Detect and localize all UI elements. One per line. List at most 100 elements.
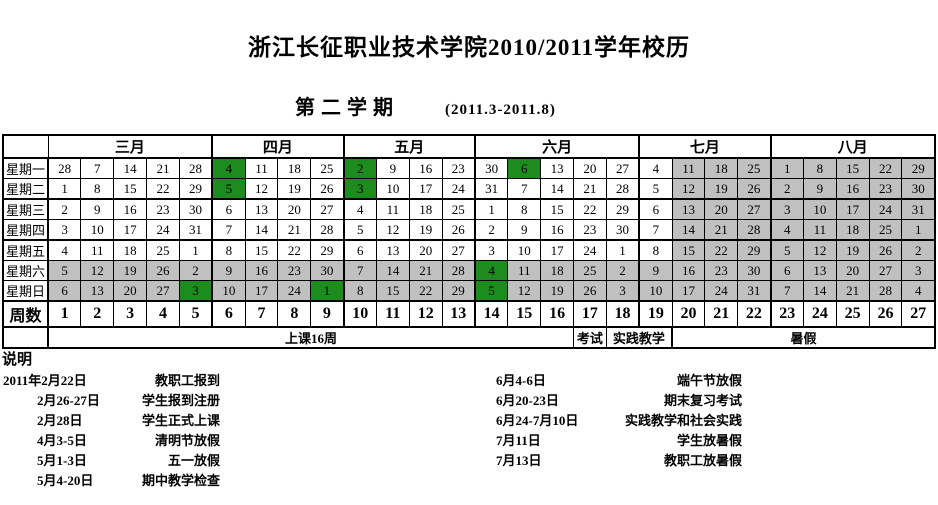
day-cell: 26 xyxy=(868,239,903,261)
week-number-cell: 20 xyxy=(671,300,706,328)
section-cell: 暑假 xyxy=(671,326,936,349)
day-cell: 18 xyxy=(704,157,739,179)
day-cell: 3 xyxy=(178,280,214,302)
day-cell: 18 xyxy=(835,219,870,241)
month-header-cell: 七月 xyxy=(638,134,772,159)
day-cell: 22 xyxy=(277,239,312,261)
day-cell: 10 xyxy=(375,178,410,200)
notes-right: 6月4-6日 端午节放假 6月20-23日 期末复习考试 6月24-7月10日 实践教学和… xyxy=(496,369,742,469)
day-cell: 5 xyxy=(474,280,509,302)
day-cell: 16 xyxy=(540,219,574,241)
note-date: 5月1-3日 xyxy=(37,452,87,468)
day-cell: 18 xyxy=(408,198,443,220)
day-cell: 1 xyxy=(47,178,82,200)
week-number-cell: 12 xyxy=(408,300,443,328)
week-number-cell: 10 xyxy=(343,300,377,328)
page-title: 浙江长征职业技术学院2010/2011学年校历 xyxy=(247,35,691,60)
day-cell: 6 xyxy=(770,260,804,281)
day-cell: 14 xyxy=(113,157,148,179)
week-number-cell: 27 xyxy=(901,300,936,328)
day-cell: 24 xyxy=(573,239,607,261)
day-cell: 28 xyxy=(737,219,772,241)
day-cell: 12 xyxy=(507,280,542,302)
day-cell: 5 xyxy=(47,260,82,281)
week-number-cell: 24 xyxy=(802,300,837,328)
week-number-cell: 3 xyxy=(113,300,148,328)
day-cell: 29 xyxy=(605,198,641,220)
day-cell: 15 xyxy=(540,198,574,220)
day-cell: 20 xyxy=(573,157,607,179)
day-cell: 1 xyxy=(770,157,804,179)
week-number-cell: 4 xyxy=(146,300,180,328)
day-cell: 14 xyxy=(375,260,410,281)
note-row: 2月26-27日 学生报到注册 xyxy=(2,389,220,409)
day-cell: 8 xyxy=(638,239,673,261)
day-cell: 21 xyxy=(704,219,739,241)
day-cell: 18 xyxy=(277,157,312,179)
day-cell: 6 xyxy=(343,239,377,261)
day-cell: 20 xyxy=(835,260,870,281)
day-cell: 10 xyxy=(507,239,542,261)
day-cell: 15 xyxy=(244,239,279,261)
academic-calendar-page: 浙江长征职业技术学院2010/2011学年校历 第二学期 (2011.3-201… xyxy=(0,28,938,489)
day-cell: 30 xyxy=(901,178,936,200)
note-row: 7月11日 学生放暑假 xyxy=(496,429,742,449)
day-cell: 9 xyxy=(507,219,542,241)
day-cell: 26 xyxy=(441,219,476,241)
day-cell: 25 xyxy=(868,219,903,241)
day-cell: 20 xyxy=(704,198,739,220)
day-cell: 3 xyxy=(343,178,377,200)
day-cell: 3 xyxy=(605,280,641,302)
note-row: 7月13日 教职工放暑假 xyxy=(496,449,742,469)
note-date: 4月3-5日 xyxy=(37,432,87,448)
day-cell: 23 xyxy=(573,219,607,241)
day-cell: 16 xyxy=(671,260,706,281)
note-row: 6月24-7月10日 实践教学和社会实践 xyxy=(496,409,742,429)
day-cell: 7 xyxy=(770,280,804,302)
day-cell: 4 xyxy=(211,157,246,179)
day-cell: 28 xyxy=(178,157,214,179)
day-cell: 3 xyxy=(474,239,509,261)
note-event: 期末复习考试 xyxy=(663,392,742,408)
day-cell: 3 xyxy=(901,260,936,281)
day-cell: 2 xyxy=(343,157,377,179)
day-cell: 17 xyxy=(835,198,870,220)
day-cell: 14 xyxy=(244,219,279,241)
day-cell: 17 xyxy=(408,178,443,200)
day-cell: 7 xyxy=(507,178,542,200)
day-cell: 15 xyxy=(113,178,148,200)
day-cell: 3 xyxy=(770,198,804,220)
weekday-label: 星期一 xyxy=(2,157,49,179)
day-cell: 16 xyxy=(244,260,279,281)
day-cell: 20 xyxy=(277,198,312,220)
day-cell: 3 xyxy=(47,219,82,241)
day-cell: 6 xyxy=(47,280,82,302)
week-number-cell: 7 xyxy=(244,300,279,328)
note-date: 2月28日 xyxy=(37,412,83,428)
day-cell: 4 xyxy=(47,239,82,261)
day-cell: 17 xyxy=(113,219,148,241)
day-cell: 20 xyxy=(113,280,148,302)
month-header-cell: 四月 xyxy=(211,134,345,159)
day-cell: 19 xyxy=(113,260,148,281)
notes-section: 说明 2011年2月22日 教职工报到 2月26-27日 学生报到注册 2月28日 学生正… xyxy=(2,351,938,489)
day-cell: 10 xyxy=(802,198,837,220)
day-cell: 31 xyxy=(474,178,509,200)
day-cell: 14 xyxy=(540,178,574,200)
day-cell: 24 xyxy=(868,198,903,220)
weekday-label: 星期三 xyxy=(2,198,49,220)
day-cell: 19 xyxy=(540,280,574,302)
day-cell: 26 xyxy=(737,178,772,200)
day-cell: 22 xyxy=(408,280,443,302)
note-date: 6月4-6日 xyxy=(496,372,546,388)
day-cell: 18 xyxy=(540,260,574,281)
day-cell: 4 xyxy=(901,280,936,302)
note-row: 4月3-5日 清明节放假 xyxy=(2,429,220,449)
note-date: 5月4-20日 xyxy=(37,472,94,488)
day-cell: 13 xyxy=(244,198,279,220)
note-date: 6月20-23日 xyxy=(496,392,559,408)
day-cell: 22 xyxy=(704,239,739,261)
day-cell: 4 xyxy=(474,260,509,281)
day-cell: 23 xyxy=(277,260,312,281)
note-event: 实践教学和社会实践 xyxy=(624,412,742,428)
